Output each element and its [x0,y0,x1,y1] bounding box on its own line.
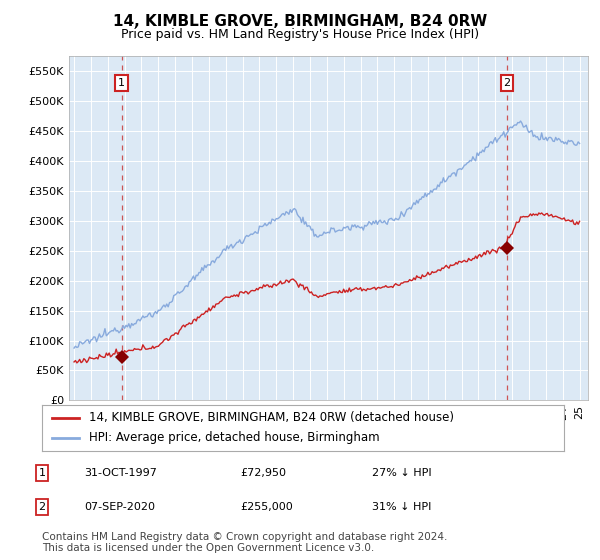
Text: £72,950: £72,950 [240,468,286,478]
Text: 27% ↓ HPI: 27% ↓ HPI [372,468,431,478]
Text: 1: 1 [38,468,46,478]
Text: £255,000: £255,000 [240,502,293,512]
Text: 07-SEP-2020: 07-SEP-2020 [84,502,155,512]
Text: 2: 2 [38,502,46,512]
Text: Price paid vs. HM Land Registry's House Price Index (HPI): Price paid vs. HM Land Registry's House … [121,28,479,41]
Text: 14, KIMBLE GROVE, BIRMINGHAM, B24 0RW (detached house): 14, KIMBLE GROVE, BIRMINGHAM, B24 0RW (d… [89,411,454,424]
Text: 2: 2 [503,78,511,88]
Text: HPI: Average price, detached house, Birmingham: HPI: Average price, detached house, Birm… [89,431,380,445]
Text: Contains HM Land Registry data © Crown copyright and database right 2024.
This d: Contains HM Land Registry data © Crown c… [42,531,448,553]
Text: 1: 1 [118,78,125,88]
Text: 14, KIMBLE GROVE, BIRMINGHAM, B24 0RW: 14, KIMBLE GROVE, BIRMINGHAM, B24 0RW [113,14,487,29]
Text: 31% ↓ HPI: 31% ↓ HPI [372,502,431,512]
Text: 31-OCT-1997: 31-OCT-1997 [84,468,157,478]
